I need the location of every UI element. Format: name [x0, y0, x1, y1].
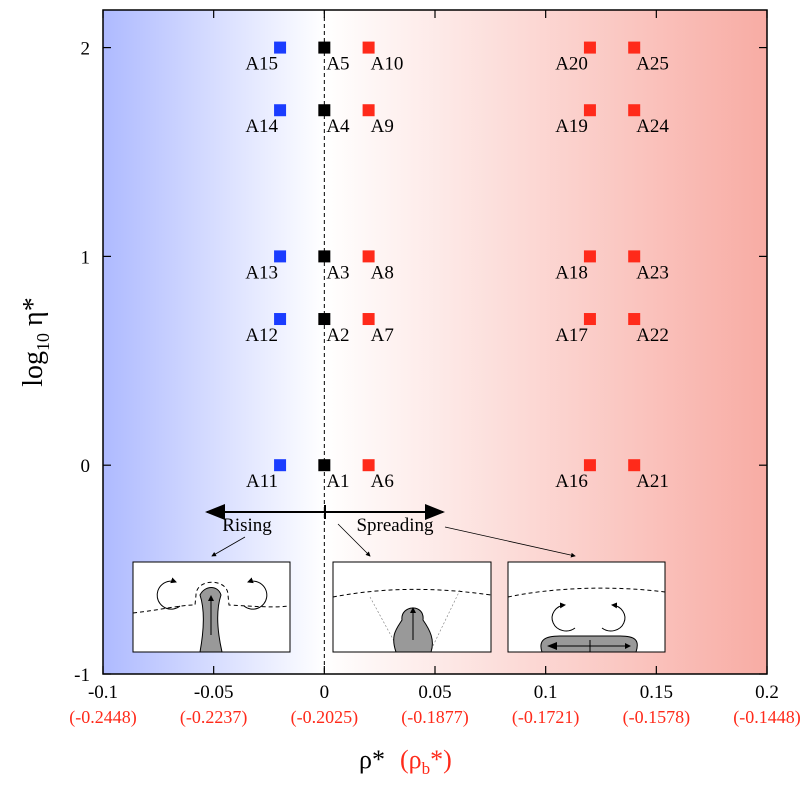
label-subscript: 10 [33, 333, 53, 351]
data-point [318, 459, 331, 472]
x-tick-label: 0.1 [534, 682, 558, 703]
current [540, 635, 638, 653]
data-point [274, 250, 287, 263]
inset-rising [132, 561, 291, 653]
regime-annotation: Rising Spreading [205, 504, 576, 558]
point-label: A25 [636, 54, 669, 75]
point-label: A3 [326, 262, 349, 283]
label-part: *) [430, 745, 452, 774]
point-label: A5 [326, 54, 349, 75]
data-point [318, 313, 331, 326]
data-point [583, 41, 596, 54]
x2-tick-label: (-0.2025) [291, 707, 358, 728]
x-tick-label: -0.05 [194, 682, 234, 703]
x2-axis-label: (ρb*) [400, 745, 452, 778]
interface [132, 581, 291, 614]
x-tick-label: 0 [320, 682, 330, 703]
point-label: A6 [371, 471, 394, 492]
x-tick-label: 0.05 [418, 682, 451, 703]
data-point [628, 41, 641, 54]
x2-tick-label: (-0.2237) [180, 707, 247, 728]
y-tick-label: 0 [81, 456, 91, 477]
y-tick-label: 2 [81, 39, 91, 60]
x2-tick-label: (-0.1448) [733, 707, 800, 728]
data-point [583, 104, 596, 117]
interface [332, 588, 492, 598]
data-point [362, 459, 375, 472]
inset-box [507, 561, 666, 653]
data-point [318, 104, 331, 117]
label-part: log [18, 351, 49, 387]
vortex [551, 602, 576, 632]
label-part: η* [18, 297, 49, 333]
point-label: A21 [636, 471, 669, 492]
data-point [274, 459, 287, 472]
pointer [211, 536, 246, 557]
data-point [628, 250, 641, 263]
annotation: Rising [222, 515, 272, 536]
point-label: A7 [371, 325, 394, 346]
annotation: Spreading [356, 515, 434, 536]
label-subscript: b [422, 759, 431, 778]
y-axis-label: log10 η* [18, 297, 53, 386]
point-label: A13 [245, 262, 278, 283]
data-point [628, 313, 641, 326]
point-label: A14 [245, 116, 278, 137]
data-point [583, 250, 596, 263]
pointer [444, 526, 576, 558]
inset-spreading-flat [507, 561, 666, 653]
vortex [601, 602, 626, 632]
point-label: A22 [636, 325, 669, 346]
x2-tick-label: (-0.1877) [401, 707, 468, 728]
vortex [156, 577, 181, 610]
label-part: (ρ [400, 745, 422, 774]
data-point [628, 104, 641, 117]
vortex [243, 577, 268, 610]
point-label: A9 [371, 116, 394, 137]
x2-tick-label: (-0.1721) [512, 707, 579, 728]
x2-tick-label: (-0.2448) [69, 707, 136, 728]
inset-spreading [332, 561, 492, 653]
pointer [337, 523, 371, 557]
point-label: A4 [326, 116, 350, 137]
point-label: A11 [246, 471, 278, 492]
point-label: A2 [326, 325, 349, 346]
point-label: A1 [326, 471, 349, 492]
interface [507, 587, 666, 598]
data-point [362, 250, 375, 263]
point-label: A15 [245, 54, 278, 75]
x-tick-label: -0.1 [88, 682, 118, 703]
point-label: A12 [245, 325, 278, 346]
point-label: A23 [636, 262, 669, 283]
data-point [318, 41, 331, 54]
data-point [274, 313, 287, 326]
x2-tick-label: (-0.1578) [623, 707, 690, 728]
point-label: A8 [371, 262, 394, 283]
point-label: A19 [555, 116, 588, 137]
x-tick-label: 0.2 [755, 682, 779, 703]
data-point [583, 313, 596, 326]
x-tick-label: 0.15 [640, 682, 673, 703]
plot-layer: A1 A2 A3 A4 A5 A6 A7 A8 A9 A10 A11 A12 A13 A14 A15 A16 A… [245, 10, 669, 674]
data-point [628, 459, 641, 472]
data-point [362, 41, 375, 54]
point-label: A18 [555, 262, 588, 283]
data-point [362, 104, 375, 117]
point-label: A10 [371, 54, 404, 75]
point-label: A20 [555, 54, 588, 75]
data-point [274, 41, 287, 54]
point-label: A16 [555, 471, 588, 492]
guide [429, 589, 461, 653]
data-point [362, 313, 375, 326]
point-label: A24 [636, 116, 669, 137]
point-label: A17 [555, 325, 588, 346]
data-point [583, 459, 596, 472]
data-point [274, 104, 287, 117]
y-tick-label: -1 [74, 665, 90, 686]
y-tick-label: 1 [81, 247, 91, 268]
data-point [318, 250, 331, 263]
x-axis-label: ρ* [359, 745, 385, 774]
